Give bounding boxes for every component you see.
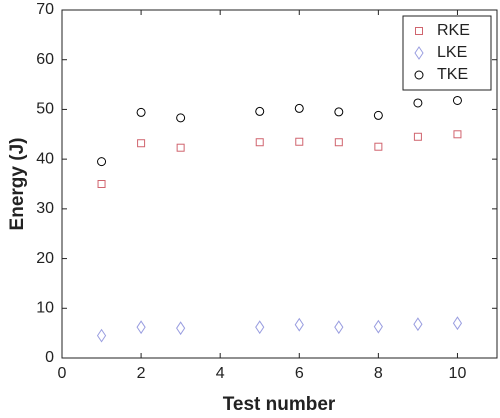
marker-circle <box>373 110 383 120</box>
y-tick-label: 60 <box>36 51 54 68</box>
marker-diamond <box>176 321 186 336</box>
marker-circle <box>414 70 424 80</box>
marker-square <box>415 27 423 35</box>
marker-square <box>176 143 185 152</box>
marker-circle <box>413 98 423 108</box>
marker-circle <box>136 107 146 117</box>
marker-diamond <box>255 320 265 335</box>
marker-diamond <box>413 317 423 332</box>
x-axis-label: Test number <box>223 394 336 415</box>
marker-square <box>334 138 343 147</box>
marker-square <box>413 132 422 141</box>
marker-circle <box>176 113 186 123</box>
marker-circle <box>97 157 107 167</box>
marker-circle <box>255 106 265 116</box>
legend-label: TKE <box>437 66 468 83</box>
marker-square <box>255 138 264 147</box>
marker-square <box>295 137 304 146</box>
marker-square <box>453 130 462 139</box>
legend-label: LKE <box>437 44 467 61</box>
marker-square <box>374 142 383 151</box>
marker-diamond <box>96 328 107 343</box>
marker-circle <box>452 95 462 105</box>
x-tick-label: 0 <box>58 365 67 382</box>
legend-box <box>402 15 492 91</box>
y-tick-label: 30 <box>36 200 54 217</box>
x-tick-label: 2 <box>137 365 146 382</box>
marker-circle <box>294 103 304 113</box>
y-tick-label: 20 <box>36 250 54 267</box>
x-tick-label: 8 <box>374 365 383 382</box>
marker-diamond <box>452 316 463 331</box>
x-tick-label: 6 <box>295 365 304 382</box>
marker-square <box>97 180 106 188</box>
y-tick-label: 40 <box>36 150 54 167</box>
marker-circle <box>334 107 344 117</box>
marker-diamond <box>136 320 146 335</box>
y-tick-label: 70 <box>36 1 54 18</box>
marker-square <box>137 139 146 148</box>
legend-label: RKE <box>437 22 470 39</box>
marker-diamond <box>414 46 424 60</box>
x-tick-label: 4 <box>216 365 225 382</box>
marker-diamond <box>373 319 383 334</box>
y-tick-label: 0 <box>45 349 54 366</box>
y-tick-label: 10 <box>36 300 54 317</box>
marker-diamond <box>334 320 344 335</box>
x-tick-label: 10 <box>449 365 467 382</box>
marker-diamond <box>294 317 304 332</box>
y-tick-label: 50 <box>36 101 54 118</box>
y-axis-label: Energy (J) <box>7 138 28 231</box>
